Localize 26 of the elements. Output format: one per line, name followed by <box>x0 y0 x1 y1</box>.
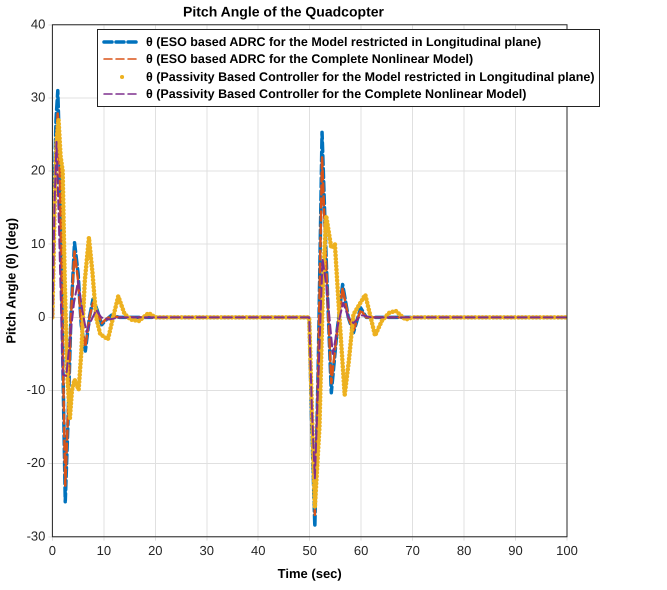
legend-label: θ (Passivity Based Controller for the Complete Nonlinear Model) <box>146 87 526 102</box>
y-tick-label: -30 <box>26 528 46 544</box>
legend-label: θ (ESO based ADRC for the Complete Nonlinear Model) <box>146 52 474 66</box>
x-tick-label: 50 <box>302 543 317 558</box>
y-tick-label: 10 <box>30 236 46 251</box>
x-tick-label: 20 <box>148 543 163 558</box>
y-tick-label: -10 <box>26 382 46 398</box>
x-tick-label: 40 <box>251 543 266 558</box>
x-tick-label: 0 <box>48 543 56 558</box>
y-tick-label: 30 <box>30 90 46 105</box>
chart-title: Pitch Angle of the Quadcopter <box>183 3 385 20</box>
x-tick-label: 90 <box>508 543 523 558</box>
x-tick-label: 10 <box>96 543 112 558</box>
y-tick-label: 0 <box>38 308 46 324</box>
x-tick-label: 80 <box>456 543 472 558</box>
y-tick-label: 20 <box>30 162 46 178</box>
x-tick-label: 70 <box>405 543 420 558</box>
legend-label: θ (ESO based ADRC for the Model restricted in Longitudinal plane) <box>146 34 542 49</box>
x-tick-label: 30 <box>200 543 214 558</box>
y-tick-label: 40 <box>30 16 46 32</box>
y-axis-title: Pitch Angle (θ) (deg) <box>3 218 18 344</box>
x-axis-title: Time (sec) <box>278 566 342 581</box>
legend-label: θ (Passivity Based Controller for the Model restricted in Longitudinal plane) <box>146 70 594 84</box>
y-tick-label: -20 <box>26 455 46 470</box>
x-tick-label: 100 <box>556 543 578 558</box>
x-tick-label: 60 <box>354 543 368 558</box>
